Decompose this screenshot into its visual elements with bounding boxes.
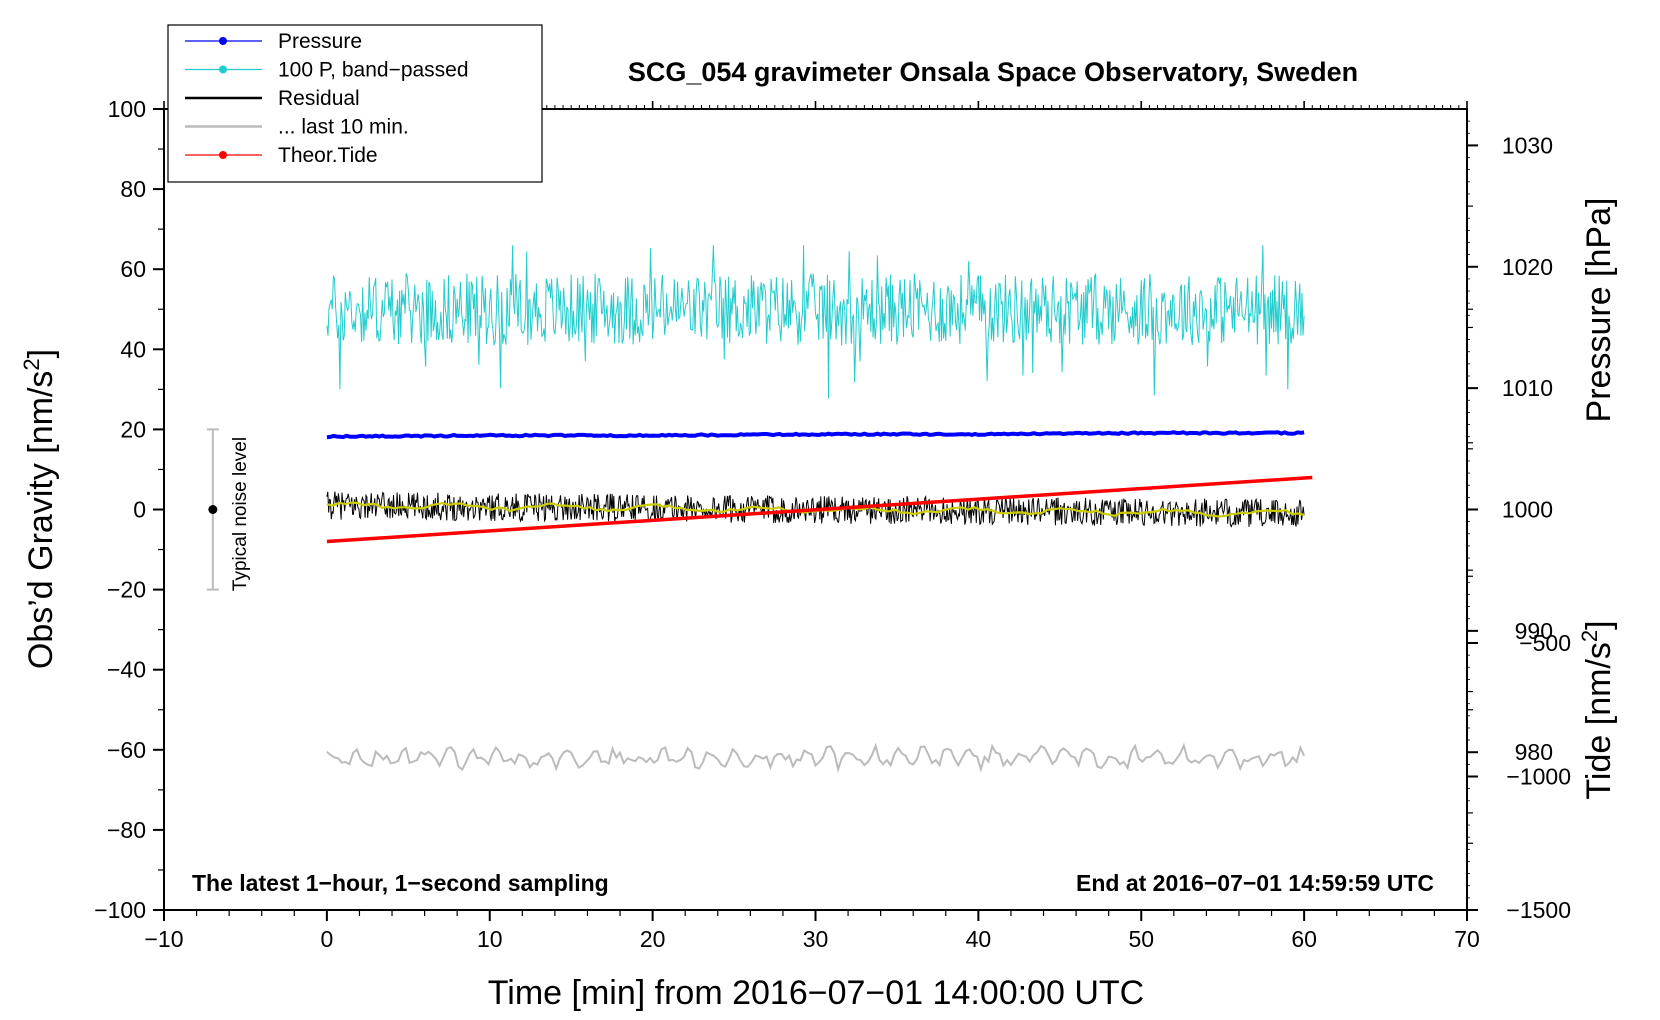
series-line-pressure: [326, 430, 1305, 440]
pressure-tick-label: 980: [1515, 739, 1553, 765]
chart-title: SCG_054 gravimeter Onsala Space Observat…: [628, 57, 1358, 87]
noise-label: Typical noise level: [230, 437, 251, 591]
x-axis-label: Time [min] from 2016−07−01 14:00:00 UTC: [488, 974, 1144, 1012]
y-tick-label: −60: [107, 737, 146, 763]
x-tick-label: 40: [966, 926, 992, 952]
pressure-tick-label: 1030: [1502, 132, 1553, 158]
y-tick-label: 0: [133, 497, 146, 523]
y-tick-label: 40: [120, 336, 146, 362]
y-tick-label: 20: [120, 416, 146, 442]
series-line-residual: [326, 491, 1305, 528]
legend-label: ... last 10 min.: [278, 116, 409, 139]
x-tick-label: 60: [1291, 926, 1317, 952]
legend-entries: Pressure 100 P, band−passed Residual ... la…: [185, 30, 469, 167]
x-tick-label: −10: [144, 926, 183, 952]
tide-axis-label-sup: 2: [1577, 630, 1602, 642]
x-tick-label: 0: [320, 926, 333, 952]
noise-bar-center-point: [208, 505, 218, 514]
legend-box: [167, 24, 543, 183]
pressure-tick-label: 1020: [1502, 254, 1553, 280]
series-line-last-10-min: [326, 742, 1306, 773]
legend-marker: [219, 151, 227, 159]
tide-tick-label: −500: [1519, 630, 1571, 656]
x-tick-label: 10: [477, 926, 503, 952]
tide-axis-label-text: Tide [nm/s: [1580, 642, 1618, 799]
y-tick-label: 100: [108, 96, 146, 122]
series-line-theor-tide: [326, 475, 1313, 544]
legend-label: Pressure: [278, 30, 362, 53]
pressure-tick-label: 990: [1515, 618, 1553, 644]
y-axis-label-sup: 2: [19, 358, 44, 370]
y-axis-label: Obs’d Gravity [nm/s2]: [19, 349, 60, 669]
x-tick-label: 50: [1128, 926, 1154, 952]
x-tick-label: 70: [1454, 926, 1480, 952]
legend-marker: [219, 37, 227, 45]
y-tick-label: 80: [120, 176, 146, 202]
x-tick-label: 30: [803, 926, 829, 952]
y-tick-label: 60: [120, 256, 146, 282]
tide-axis-label-close: ]: [1580, 620, 1618, 629]
legend-marker: [219, 65, 227, 74]
series-line-band-passed-pressure: [326, 245, 1305, 399]
pressure-axis-label: Pressure [hPa]: [1580, 198, 1618, 423]
y-tick-label: −80: [107, 817, 146, 843]
y-axis-label-text: Obs’d Gravity [nm/s: [22, 371, 60, 670]
tide-tick-label: −1000: [1506, 764, 1571, 790]
y-tick-label: −40: [107, 657, 146, 683]
annotation-left: The latest 1−hour, 1−second sampling: [192, 870, 609, 896]
y-tick-label: −20: [107, 577, 146, 603]
legend: Pressure 100 P, band−passed Residual ... la…: [167, 24, 543, 183]
legend-label: Theor.Tide: [278, 144, 378, 167]
pressure-tick-label: 1000: [1502, 497, 1553, 523]
tide-tick-label: −1500: [1506, 897, 1571, 923]
y-tick-label: −100: [94, 897, 146, 923]
legend-label: Residual: [278, 87, 360, 110]
pressure-tick-label: 1010: [1502, 375, 1553, 401]
legend-label: 100 P, band−passed: [278, 59, 469, 82]
x-tick-label: 20: [640, 926, 666, 952]
annotation-right: End at 2016−07−01 14:59:59 UTC: [1076, 870, 1434, 896]
tide-axis-label: Tide [nm/s2]: [1577, 620, 1618, 799]
tick-layer: −10 0 10 20 30 40 50 60 70−100−80−60−40−20020406…: [94, 96, 1571, 952]
y-axis-label-close: ]: [22, 349, 60, 358]
noise-bar: [206, 428, 219, 591]
series-layer: [326, 245, 1313, 773]
